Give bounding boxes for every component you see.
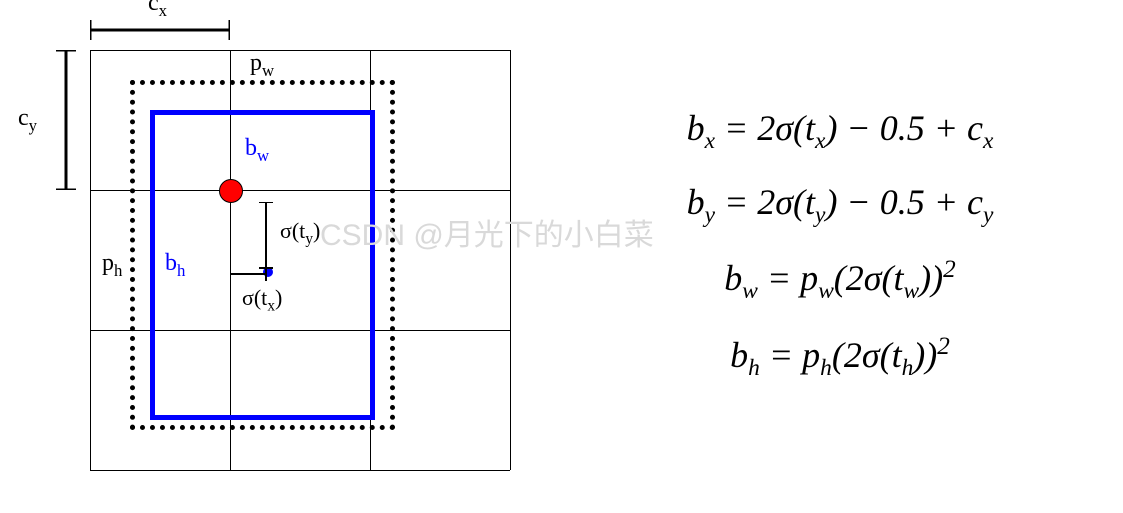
grid-v-0 <box>90 50 91 470</box>
sigma-tx-label: σ(tx) <box>242 285 282 315</box>
eq3-lhs: b <box>724 258 742 298</box>
eq2-tail-sub: y <box>983 202 993 228</box>
grid-h-3 <box>90 470 510 471</box>
eq2-lhs: b <box>687 182 705 222</box>
eq2-tail: ) − 0.5 + c <box>825 182 983 222</box>
eq1-rhs: = 2σ(t <box>715 108 815 148</box>
eq3-tail: )) <box>919 258 943 298</box>
eq4-rhs-sub: h <box>820 355 832 381</box>
eq4-tail: )) <box>913 335 937 375</box>
grid-cell-origin-dot <box>219 179 243 203</box>
eq1-rhs-sub: x <box>815 128 825 154</box>
grid-h-0 <box>90 50 510 51</box>
equation-bx: bx = 2σ(tx) − 0.5 + cx <box>560 110 1120 154</box>
eq4-mid: (2σ(t <box>832 335 902 375</box>
cx-label: cx <box>148 0 167 21</box>
eq2-rhs: = 2σ(t <box>715 182 815 222</box>
pw-label: pw <box>250 50 274 81</box>
diagram-panel: cx cy pw ph bw bh σ(ty) <box>10 10 510 500</box>
eq2-rhs-sub: y <box>815 202 825 228</box>
ph-label: ph <box>102 250 122 281</box>
sigma-tx-sub: x <box>267 297 275 314</box>
eq1-tail: ) − 0.5 + c <box>825 108 983 148</box>
equation-by: by = 2σ(ty) − 0.5 + cy <box>560 184 1120 228</box>
equations-panel: bx = 2σ(tx) − 0.5 + cx by = 2σ(ty) − 0.5… <box>560 80 1120 410</box>
eq1-tail-sub: x <box>983 128 993 154</box>
eq3-mid: (2σ(t <box>834 258 904 298</box>
cx-bracket <box>90 18 230 42</box>
sigma-ty-label: σ(ty) <box>280 218 320 248</box>
eq3-rhs-sub: w <box>818 278 834 304</box>
ph-sub: h <box>114 261 122 280</box>
ph-var: p <box>102 250 114 276</box>
eq4-sup: 2 <box>937 333 950 360</box>
cx-sub: x <box>159 1 167 20</box>
sigma-tx-pre: σ(t <box>242 285 267 310</box>
eq1-lhs-sub: x <box>705 128 715 154</box>
eq4-rhs: = p <box>760 335 820 375</box>
equation-bw: bw = pw(2σ(tw))2 <box>560 257 1120 304</box>
cy-bracket <box>54 50 78 190</box>
sigma-ty-pre: σ(t <box>280 218 305 243</box>
eq3-sup: 2 <box>943 256 956 283</box>
cy-label: cy <box>18 105 37 136</box>
sigma-ty-close: ) <box>313 218 320 243</box>
eq4-lhs: b <box>730 335 748 375</box>
sigma-ty-sub: y <box>305 230 313 247</box>
cx-var: c <box>148 0 159 16</box>
grid-v-3 <box>510 50 511 470</box>
cy-var: c <box>18 105 29 131</box>
pw-sub: w <box>262 61 274 80</box>
eq2-lhs-sub: y <box>705 202 715 228</box>
bh-label: bh <box>165 250 185 281</box>
sigma-tx-close: ) <box>275 285 282 310</box>
pw-var: p <box>250 50 262 76</box>
bw-label: bw <box>245 135 269 166</box>
eq3-lhs-sub: w <box>742 278 758 304</box>
box-center-dot <box>263 267 273 277</box>
bh-sub: h <box>177 261 185 280</box>
eq3-mid-sub: w <box>904 278 920 304</box>
cy-sub: y <box>29 116 37 135</box>
equation-bh: bh = ph(2σ(th))2 <box>560 334 1120 381</box>
bw-var: b <box>245 135 257 161</box>
eq1-lhs: b <box>687 108 705 148</box>
bh-var: b <box>165 250 177 276</box>
eq4-lhs-sub: h <box>748 355 760 381</box>
bw-sub: w <box>257 146 269 165</box>
eq4-mid-sub: h <box>902 355 914 381</box>
eq3-rhs: = p <box>758 258 818 298</box>
